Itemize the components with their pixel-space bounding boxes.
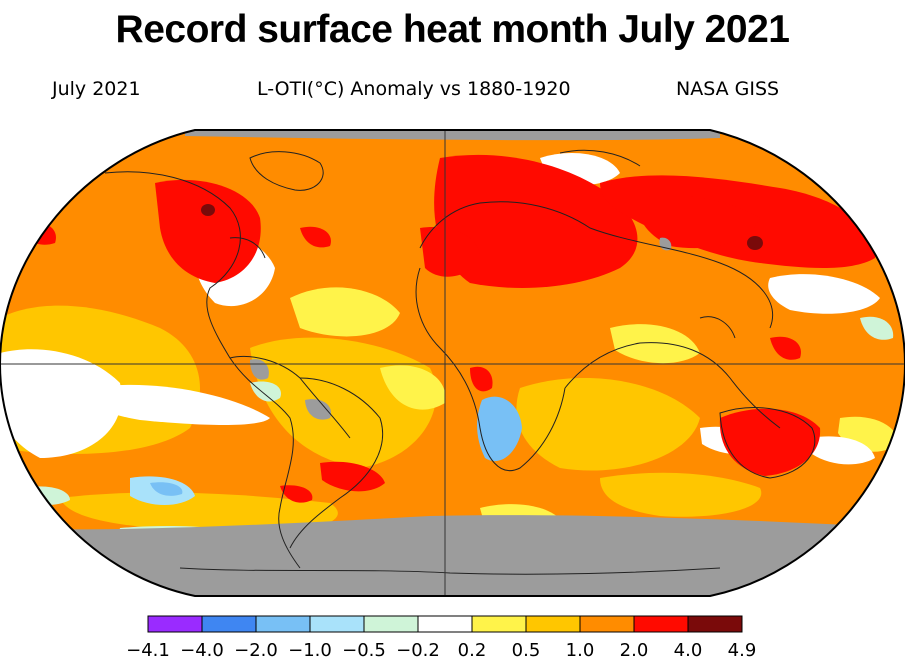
legend-tick-label: −0.2 xyxy=(396,640,440,661)
legend-swatch xyxy=(147,615,203,633)
legend-tick-label: 4.9 xyxy=(728,640,757,661)
legend-tick-label: −0.5 xyxy=(342,640,386,661)
missing-data-areas xyxy=(0,130,905,596)
period-label: July 2021 xyxy=(52,78,141,100)
legend-swatch xyxy=(471,615,527,633)
legend-tick-label: −1.0 xyxy=(288,640,332,661)
legend-swatch xyxy=(633,615,689,633)
coastlines xyxy=(104,149,816,575)
legend-ticks: −4.1 −4.0 −2.0 −1.0 −0.5 −0.2 0.2 0.5 1.0 2.0 4.0 4… xyxy=(126,640,756,661)
legend-swatch xyxy=(201,615,257,633)
legend-swatch xyxy=(579,615,635,633)
headline: Record surface heat month July 2021 xyxy=(115,8,790,51)
legend-tick-label: 4.0 xyxy=(674,640,703,661)
legend-swatch xyxy=(255,615,311,633)
legend-swatch xyxy=(687,615,743,633)
globe-outline xyxy=(0,129,905,597)
legend-swatch xyxy=(417,615,473,633)
anomaly-map xyxy=(0,129,905,597)
source-label: NASA GISS xyxy=(676,78,780,100)
legend-swatch xyxy=(309,615,365,633)
legend-tick-label: 0.2 xyxy=(458,640,487,661)
legend-tick-label: 2.0 xyxy=(620,640,649,661)
legend-tick-label: −2.0 xyxy=(234,640,278,661)
legend-swatch xyxy=(363,615,419,633)
legend-tick-label: 1.0 xyxy=(566,640,595,661)
color-legend: −4.1 −4.0 −2.0 −1.0 −0.5 −0.2 0.2 0.5 1.0 2.0 4.0 4… xyxy=(126,615,756,661)
hot-zones xyxy=(20,154,876,556)
map-field xyxy=(0,130,905,596)
legend-swatch xyxy=(525,615,581,633)
legend-tick-label: 0.5 xyxy=(512,640,541,661)
legend-tick-label: −4.0 xyxy=(180,640,224,661)
legend-swatches xyxy=(147,615,743,633)
metric-label: L-OTI(°C) Anomaly vs 1880-1920 xyxy=(257,78,571,100)
legend-tick-label: −4.1 xyxy=(126,640,170,661)
